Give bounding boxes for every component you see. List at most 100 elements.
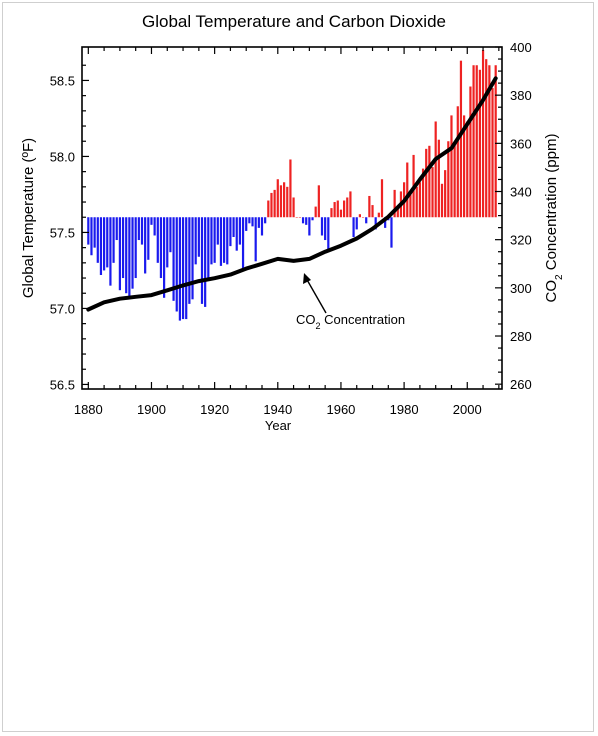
temperature-bar [406,162,409,218]
temperature-bar [238,217,241,245]
axis-ticks [82,46,502,389]
temperature-bar [456,106,459,218]
temperature-bar [330,208,333,218]
temperature-bar [421,168,425,218]
temperature-bar [327,217,330,251]
y-tick-label: 58.5 [50,73,75,88]
temperature-bar [166,217,169,268]
temperature-bar [428,145,431,218]
temperature-bar [368,195,371,218]
y2-tick-label: 320 [510,233,532,248]
temperature-bar [466,121,469,218]
y-tick-label: 56.5 [50,377,75,392]
temperature-bar [346,197,349,218]
temperature-bar [295,217,298,218]
temperature-bar [494,65,497,218]
temperature-bar [374,217,377,230]
temperature-bar [172,217,175,301]
temperature-bar [106,217,109,268]
annotation-arrowhead [303,273,311,284]
plot-area [81,46,503,390]
temperature-bar [365,217,368,224]
y-axis-title: Global Temperature (ºF) [20,138,37,298]
temperature-bar [191,217,194,300]
temperature-bar [434,121,437,218]
temperature-bar [223,217,226,263]
temperature-bar [478,69,481,218]
temperature-bar [317,185,320,218]
temperature-bar [121,217,125,279]
x-tick-label: 1960 [326,402,355,417]
temperature-bar [204,217,207,307]
temperature-bar [267,200,270,218]
temperature-bar [431,167,434,218]
y-tick-label: 57.5 [50,225,75,240]
temperature-bar [235,217,238,251]
temperature-bar [415,186,418,218]
temperature-bar [273,189,276,218]
temperature-bar [270,192,273,218]
temperature-bar [254,217,257,262]
temperature-bar [241,217,245,271]
co2-annotation-rest: Concentration [321,312,406,327]
temperature-bar [453,144,456,218]
y2-tick-label: 400 [510,40,532,55]
temperature-bar [393,189,396,218]
temperature-bar [324,217,327,241]
temperature-bar [93,217,96,248]
temperature-bar [159,217,163,279]
temperature-bar [169,217,172,253]
temperature-bar [264,217,267,224]
temperature-bar [447,141,450,218]
temperature-bar [305,217,308,225]
temperature-bar [163,217,166,298]
y-tick-label: 57.0 [50,301,75,316]
temperature-bar [197,217,200,257]
x-tick-label: 2000 [453,402,482,417]
temperature-bar [469,86,472,218]
temperature-bar [248,217,251,224]
temperature-bar [219,217,223,266]
temperature-bar [90,217,93,256]
temperature-bar [103,217,106,271]
temperature-bar [491,88,494,218]
y2-tick-label: 300 [510,281,532,296]
temperature-bar [311,217,314,221]
temperature-bar [475,65,478,218]
temperature-bar [118,217,121,291]
y2-tick-label: 260 [510,377,532,392]
temperature-bar [150,217,153,225]
temperature-bar [131,217,134,289]
temperature-bar [232,217,235,237]
temperature-bar [276,179,279,218]
temperature-bars [87,50,497,321]
temperature-bar [144,217,147,274]
temperature-bar [425,148,428,218]
temperature-bar [207,217,210,280]
y-tick-label: 58.0 [50,149,75,164]
temperature-bar [178,217,181,321]
temperature-bar [437,139,440,218]
temperature-bar [481,50,485,218]
temperature-bar [349,191,352,218]
co2-line [86,76,498,312]
y2-tick-label: 280 [510,329,532,344]
temperature-bar [137,217,140,241]
temperature-bar [292,197,295,218]
temperature-bar [384,217,387,228]
temperature-bar [109,217,112,286]
temperature-bar [153,217,156,236]
temperature-bar [472,65,475,218]
temperature-bar [343,200,346,218]
temperature-bar [125,217,128,294]
y2-axis-title-rest: Concentration (ppm) [543,134,560,275]
y2-axis-title-part: CO [543,280,560,303]
x-tick-label: 1940 [263,402,292,417]
temperature-bar [128,217,131,297]
temperature-bar [380,179,384,218]
y2-tick-label: 380 [510,88,532,103]
temperature-bar [333,202,336,218]
temperature-bar [377,212,380,218]
temperature-bar [257,217,260,228]
temperature-bar [418,182,421,218]
